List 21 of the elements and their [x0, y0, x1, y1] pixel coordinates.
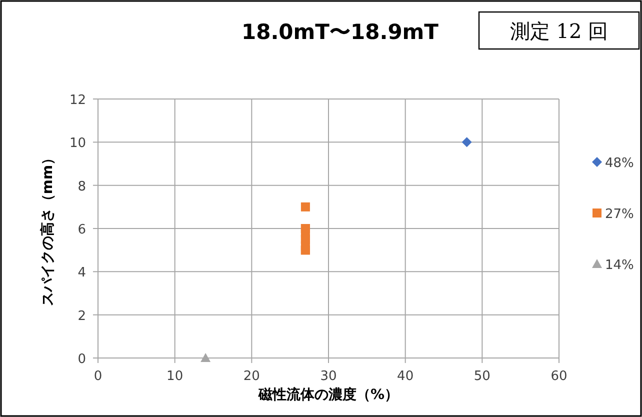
y-tick-label: 10: [69, 136, 86, 152]
legend-label: 14%: [605, 258, 634, 273]
x-tick-label: 10: [166, 369, 184, 384]
x-axis-title: 磁性流体の濃度（%）: [257, 386, 399, 403]
y-tick-label: 8: [78, 179, 86, 194]
y-tick-label: 6: [78, 222, 86, 238]
x-tick-label: 60: [550, 369, 568, 384]
y-axis-title: スパイクの高さ（mm）: [39, 150, 56, 306]
y-tick-label: 0: [78, 352, 86, 367]
text: 測定 12 回: [510, 19, 608, 43]
x-tick-label: 30: [320, 369, 337, 384]
y-tick-label: 4: [78, 266, 86, 281]
y-tick-label: 2: [78, 308, 86, 324]
legend-label: 27%: [605, 207, 634, 222]
x-tick-label: 40: [397, 369, 414, 384]
x-tick-label: 50: [474, 369, 490, 384]
chart-title: 18.0mT〜18.9mT: [241, 20, 440, 44]
x-tick-label: 0: [94, 369, 102, 384]
x-tick-label: 20: [243, 369, 260, 384]
legend-label: 48%: [605, 156, 634, 171]
y-tick-label: 12: [69, 93, 86, 108]
